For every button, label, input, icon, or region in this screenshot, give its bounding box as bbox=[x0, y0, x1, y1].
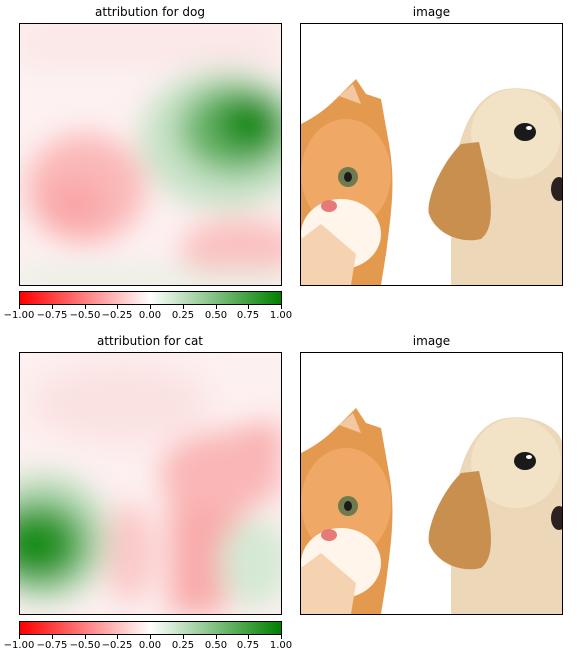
colorbar-tick bbox=[85, 305, 86, 309]
dog-faint-top-band bbox=[20, 24, 281, 64]
colorbar-tick-label: 0.00 bbox=[138, 310, 162, 321]
colorbar-tick-label: −1.00 bbox=[3, 640, 35, 651]
image-panel-2 bbox=[300, 352, 563, 615]
colorbar-tick bbox=[19, 635, 20, 639]
kitten-illustration bbox=[301, 79, 393, 285]
colorbar-tick bbox=[150, 635, 151, 639]
cat-pos-lower-right bbox=[220, 518, 281, 608]
puppy-illustration bbox=[428, 417, 562, 614]
dog-faint-bottom-strip bbox=[20, 269, 281, 285]
colorbar-tick-label: 1.00 bbox=[269, 640, 293, 651]
cat-pos-core bbox=[20, 517, 70, 573]
colorbar-tick-label: 0.50 bbox=[204, 310, 228, 321]
colorbar-tick bbox=[117, 635, 118, 639]
colorbar-tick bbox=[183, 635, 184, 639]
cat-faint-upper bbox=[30, 363, 210, 443]
colorbar-tick-label: −0.75 bbox=[36, 640, 68, 651]
image-panel-1 bbox=[300, 23, 563, 286]
colorbar-tick bbox=[281, 635, 282, 639]
colorbar-tick bbox=[52, 305, 53, 309]
heatmap-dog bbox=[19, 23, 282, 286]
colorbar-tick-label: 0.75 bbox=[236, 640, 260, 651]
colorbar-tick bbox=[19, 305, 20, 309]
colorbar-tick-label: 0.00 bbox=[138, 640, 162, 651]
heatmap-title-dog: attribution for dog bbox=[95, 5, 205, 19]
colorbar-tick-label: −0.25 bbox=[101, 310, 133, 321]
colorbar-tick-label: −0.25 bbox=[101, 640, 133, 651]
colorbar-tick bbox=[248, 635, 249, 639]
colorbar-tick-label: 0.75 bbox=[236, 310, 260, 321]
colorbar-tick bbox=[183, 305, 184, 309]
dog-neg-lower-right bbox=[180, 219, 281, 279]
colorbar-tick-label: 0.25 bbox=[171, 640, 195, 651]
cat-neg-center bbox=[160, 433, 280, 513]
colorbar-tick bbox=[117, 305, 118, 309]
image-title-1: image bbox=[412, 5, 451, 19]
image-title-2: image bbox=[412, 334, 451, 348]
cat-neg-lower-left bbox=[105, 503, 155, 603]
puppy-illustration bbox=[428, 88, 562, 285]
colorbar-cat bbox=[19, 621, 282, 635]
colorbar-tick-label: −0.75 bbox=[36, 310, 68, 321]
colorbar-tick bbox=[216, 635, 217, 639]
colorbar-tick bbox=[281, 305, 282, 309]
colorbar-tick-label: 0.50 bbox=[204, 640, 228, 651]
kitten-illustration bbox=[301, 408, 393, 614]
colorbar-tick-label: −1.00 bbox=[3, 310, 35, 321]
heatmap-title-cat: attribution for cat bbox=[96, 334, 204, 348]
colorbar-cat-ticks: −1.00 −0.75 −0.50 −0.25 0.00 0.25 0.50 0.75 1.00 bbox=[4, 635, 292, 655]
colorbar-tick-label: −0.50 bbox=[69, 640, 101, 651]
colorbar-tick-label: −0.50 bbox=[69, 310, 101, 321]
colorbar-dog-ticks: −1.00 −0.75 −0.50 −0.25 0.00 0.25 0.50 0.75 1.00 bbox=[4, 305, 292, 325]
colorbar-tick bbox=[52, 635, 53, 639]
colorbar-tick-label: 0.25 bbox=[171, 310, 195, 321]
dog-neg-cat-core bbox=[45, 179, 105, 229]
colorbar-tick bbox=[85, 635, 86, 639]
dog-pos-core bbox=[216, 98, 280, 150]
colorbar-tick bbox=[216, 305, 217, 309]
colorbar-tick bbox=[150, 305, 151, 309]
colorbar-tick-label: 1.00 bbox=[269, 310, 293, 321]
heatmap-cat bbox=[19, 352, 282, 615]
colorbar-dog bbox=[19, 291, 282, 305]
colorbar-tick bbox=[248, 305, 249, 309]
